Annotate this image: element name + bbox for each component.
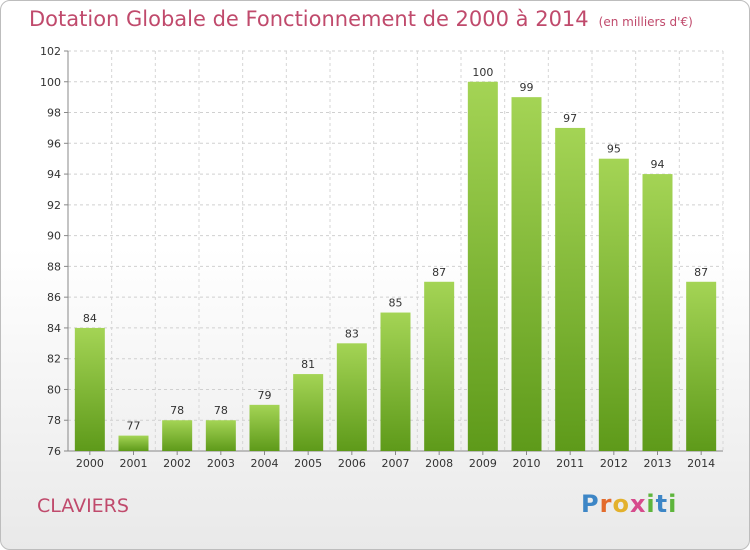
- y-tick-label: 78: [47, 414, 61, 427]
- y-tick-label: 76: [47, 445, 61, 458]
- x-tick-label: 2012: [600, 457, 628, 470]
- y-tick-label: 90: [47, 230, 61, 243]
- chart-title: Dotation Globale de Fonctionnement de 20…: [29, 7, 693, 31]
- x-tick-label: 2001: [120, 457, 148, 470]
- x-tick-label: 2006: [338, 457, 366, 470]
- y-tick-label: 96: [47, 137, 61, 150]
- bar-2014: [686, 281, 717, 451]
- y-tick-label: 100: [40, 76, 61, 89]
- data-label: 85: [389, 297, 403, 310]
- data-label: 87: [694, 266, 708, 279]
- title-text: Dotation Globale de Fonctionnement de 20…: [29, 7, 589, 31]
- y-tick-label: 92: [47, 199, 61, 212]
- axes: 76 78 80 82 84 86 88 90 92 94 96 98 100 102 2000 2001 20…: [40, 45, 723, 470]
- bar-2003: [205, 420, 236, 451]
- x-tick-label: 2008: [425, 457, 453, 470]
- bar-2013: [642, 174, 673, 452]
- data-label: 79: [258, 389, 272, 402]
- data-label: 95: [607, 143, 621, 156]
- data-label: 87: [432, 266, 446, 279]
- data-label: 81: [301, 358, 315, 371]
- bar-2011: [555, 127, 586, 451]
- proxiti-logo[interactable]: Proxiti: [581, 490, 678, 518]
- x-tick-label: 2013: [644, 457, 672, 470]
- y-tick-label: 82: [47, 353, 61, 366]
- chart-subtitle: (en milliers d'€): [598, 15, 693, 29]
- data-label: 77: [127, 420, 141, 433]
- data-label: 83: [345, 327, 359, 340]
- y-tick-label: 88: [47, 260, 61, 273]
- x-tick-label: 2005: [294, 457, 322, 470]
- x-tick-label: 2004: [251, 457, 279, 470]
- bar-2002: [162, 420, 193, 451]
- x-tick-label: 2009: [469, 457, 497, 470]
- x-tick-label: 2002: [163, 457, 191, 470]
- data-label: 84: [83, 312, 97, 325]
- bar-2007: [380, 312, 411, 451]
- data-label: 94: [651, 158, 665, 171]
- bar-2001: [118, 435, 149, 451]
- commune-name: CLAVIERS: [37, 495, 129, 517]
- bar-2008: [424, 281, 455, 451]
- data-label: 97: [563, 112, 577, 125]
- x-tick-label: 2007: [382, 457, 410, 470]
- bar-2006: [336, 343, 367, 451]
- data-label: 78: [214, 404, 228, 417]
- bar-2000: [74, 327, 105, 451]
- x-tick-label: 2014: [687, 457, 715, 470]
- bar-2012: [598, 158, 629, 451]
- data-labels: 84 77 78 78 79 81 83 85 87 100 99 97 95 94 87: [83, 66, 708, 433]
- bar-2010: [511, 97, 542, 452]
- y-tick-label: 80: [47, 383, 61, 396]
- data-label: 100: [472, 66, 493, 79]
- bars: [74, 81, 717, 452]
- y-tick-label: 98: [47, 107, 61, 120]
- x-tick-label: 2010: [513, 457, 541, 470]
- data-label: 99: [520, 81, 534, 94]
- bar-2005: [293, 374, 324, 451]
- bar-2009: [467, 81, 498, 452]
- data-label: 78: [170, 404, 184, 417]
- y-tick-label: 84: [47, 322, 61, 335]
- x-tick-label: 2000: [76, 457, 104, 470]
- x-tick-label: 2011: [556, 457, 584, 470]
- y-tick-label: 94: [47, 168, 61, 181]
- bar-2004: [249, 404, 280, 451]
- x-tick-label: 2003: [207, 457, 235, 470]
- y-tick-label: 86: [47, 291, 61, 304]
- y-tick-label: 102: [40, 45, 61, 58]
